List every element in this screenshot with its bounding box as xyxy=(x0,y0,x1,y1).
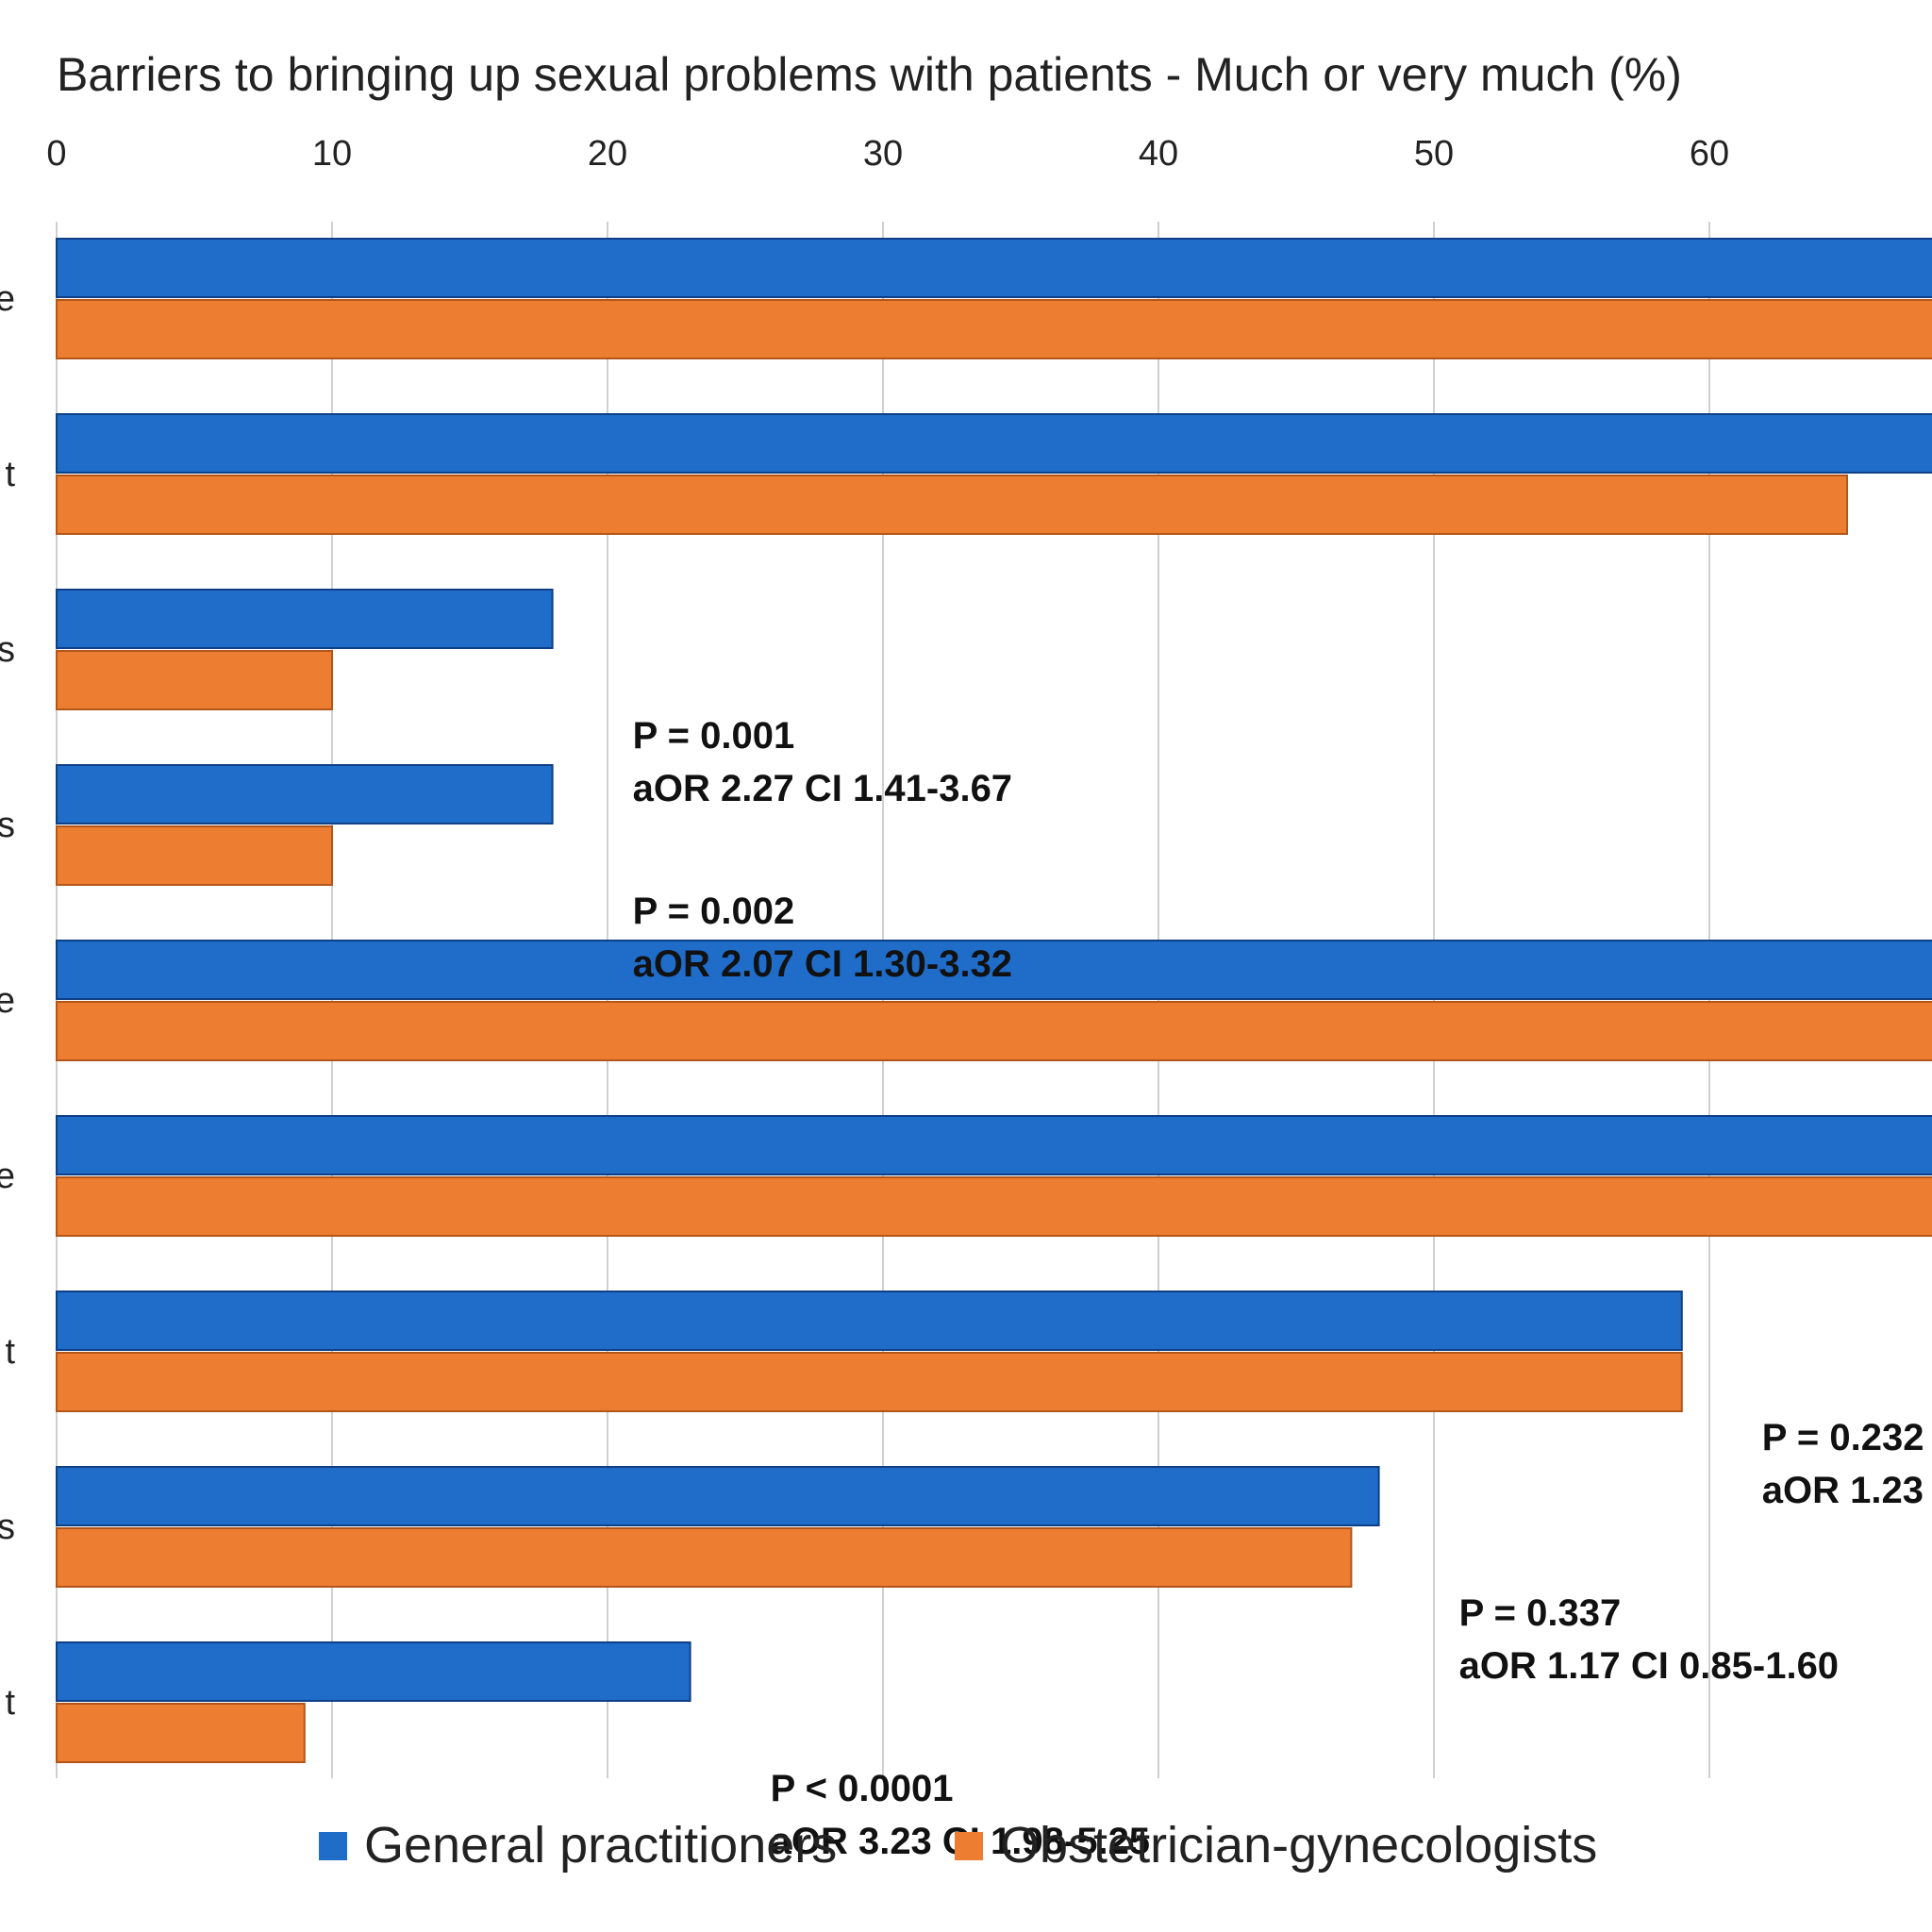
bar-obstetrician-gynecologists xyxy=(56,1703,306,1763)
category-label: e xyxy=(0,279,15,319)
annotations: P = 0.001 aOR 2.27 CI 1.41-3.67 P = 0.002 a… xyxy=(633,715,1924,1862)
bar-general-practitioners xyxy=(56,413,1932,474)
category-label: e xyxy=(0,1157,15,1196)
category-label: s xyxy=(0,630,15,670)
legend-label-obstetrician-gynecologists: Obstetrician-gynecologists xyxy=(1000,1817,1597,1874)
annotation: P = 0.002 aOR 2.07 CI 1.30-3.32 xyxy=(633,891,1012,985)
tick-label: 40 xyxy=(1139,134,1178,174)
annotation-p-value: P = 0.337 xyxy=(1459,1592,1622,1634)
bar-general-practitioners xyxy=(56,1466,1380,1526)
bar-obstetrician-gynecologists xyxy=(56,825,333,886)
annotation-aor: aOR 1.23 xyxy=(1762,1470,1924,1511)
tick-label: 10 xyxy=(312,134,352,174)
annotation-p-value: P = 0.001 xyxy=(633,715,795,757)
bar-obstetrician-gynecologists xyxy=(56,475,1848,535)
bar-general-practitioners xyxy=(56,764,554,824)
legend-swatch-general-practitioners xyxy=(319,1832,347,1860)
tick-label: 30 xyxy=(863,134,903,174)
bar-obstetrician-gynecologists xyxy=(56,1176,1932,1237)
annotation: P = 0.001 aOR 2.27 CI 1.41-3.67 xyxy=(633,715,1012,809)
category-label: t xyxy=(5,1332,15,1372)
bar-general-practitioners xyxy=(56,238,1932,298)
tick-label: 20 xyxy=(588,134,627,174)
category-label: t xyxy=(5,455,15,494)
tick-label: 50 xyxy=(1414,134,1454,174)
bar-obstetrician-gynecologists xyxy=(56,650,333,710)
bar-general-practitioners xyxy=(56,940,1932,1000)
bar-general-practitioners xyxy=(56,1641,691,1702)
annotation-aor: aOR 2.07 CI 1.30-3.32 xyxy=(633,943,1012,985)
x-axis-ticks: 0 10 20 30 40 50 60 xyxy=(46,134,1729,174)
annotation-p-value: P < 0.0001 xyxy=(771,1768,954,1809)
bar-general-practitioners xyxy=(56,1291,1683,1351)
annotation-p-value: P = 0.232 xyxy=(1762,1417,1924,1458)
legend: General practitioners Obstetrician-gyneco… xyxy=(319,1817,1597,1874)
tick-label: 0 xyxy=(46,134,66,174)
category-label: s xyxy=(0,806,15,845)
annotation: P = 0.337 aOR 1.17 CI 0.85-1.60 xyxy=(1459,1592,1839,1687)
legend-label-general-practitioners: General practitioners xyxy=(364,1817,837,1874)
category-label: t xyxy=(5,1683,15,1723)
tick-label: 60 xyxy=(1690,134,1729,174)
legend-swatch-obstetrician-gynecologists xyxy=(955,1832,983,1860)
category-label: e xyxy=(0,981,15,1021)
annotation-p-value: P = 0.002 xyxy=(633,891,795,932)
bar-general-practitioners xyxy=(56,1115,1932,1175)
category-labels: e t s s e e t s t xyxy=(0,279,15,1723)
bars xyxy=(56,238,1932,1763)
annotation-aor: aOR 2.27 CI 1.41-3.67 xyxy=(633,768,1012,809)
bar-obstetrician-gynecologists xyxy=(56,299,1932,359)
bar-obstetrician-gynecologists xyxy=(56,1001,1932,1061)
chart-title: Barriers to bringing up sexual problems … xyxy=(57,48,1682,101)
bar-general-practitioners xyxy=(56,589,554,649)
category-label: s xyxy=(0,1507,15,1547)
bar-obstetrician-gynecologists xyxy=(56,1527,1353,1588)
annotation-aor: aOR 1.17 CI 0.85-1.60 xyxy=(1459,1645,1839,1687)
bar-obstetrician-gynecologists xyxy=(56,1352,1683,1412)
annotation: P = 0.232 aOR 1.23 xyxy=(1762,1417,1924,1511)
